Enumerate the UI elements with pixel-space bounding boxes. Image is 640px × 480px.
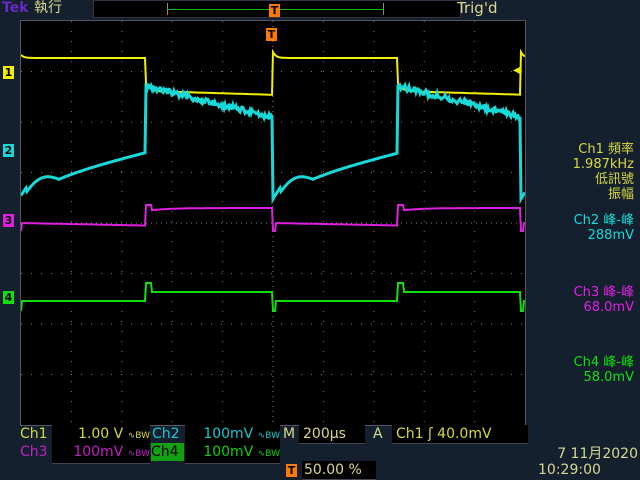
trigger-time-marker-icon[interactable]: T: [266, 28, 277, 41]
ch1-ground-marker[interactable]: 1: [3, 66, 14, 79]
ch4-waveform: [21, 283, 525, 311]
measurement-ch4-pk-pk: Ch4 峰-峰 58.0mV: [574, 355, 634, 385]
ch3-scale[interactable]: 100mV ∿BW: [52, 443, 150, 464]
trigger-position-value[interactable]: 50.00 %: [302, 461, 376, 480]
ch4-ground-marker[interactable]: 4: [3, 291, 14, 304]
ch2-label[interactable]: Ch2: [152, 425, 180, 443]
measurement-ch3-pk-pk: Ch3 峰-峰 68.0mV: [574, 285, 634, 315]
measurement-ch1-frequency: Ch1 頻率 1.987kHz 低訊號 振幅: [573, 142, 634, 202]
ch3-ground-marker[interactable]: 3: [3, 214, 14, 227]
time: 10:29:00: [538, 461, 601, 479]
trigger-mode: A: [373, 425, 383, 443]
timebase-label: M: [283, 425, 295, 443]
graticule: [21, 21, 525, 425]
measurement-ch2-pk-pk: Ch2 峰-峰 288mV: [574, 213, 634, 243]
timebase-scale[interactable]: 200µs: [299, 425, 365, 444]
trigger-position-icon: T: [286, 464, 297, 477]
run-state: 執行: [34, 0, 62, 17]
ch1-waveform: [21, 52, 525, 95]
ch1-label[interactable]: Ch1: [20, 425, 48, 443]
trigger-level-arrow-icon[interactable]: ◀: [513, 65, 521, 76]
trigger-settings[interactable]: Ch1 ʃ 40.0mV: [392, 425, 528, 444]
brand-logo: Tek: [2, 0, 29, 17]
ch3-label[interactable]: Ch3: [20, 443, 48, 461]
ch2-ground-marker[interactable]: 2: [3, 144, 14, 157]
waveform-display[interactable]: [20, 20, 526, 426]
record-view-bar: T: [93, 0, 461, 18]
ch4-scale[interactable]: 100mV ∿BW: [185, 443, 280, 464]
ch3-waveform: [21, 205, 525, 231]
trigger-position-icon: T: [269, 4, 280, 17]
trigger-status: Trig'd: [457, 0, 497, 17]
ch4-label[interactable]: Ch4: [151, 443, 184, 461]
